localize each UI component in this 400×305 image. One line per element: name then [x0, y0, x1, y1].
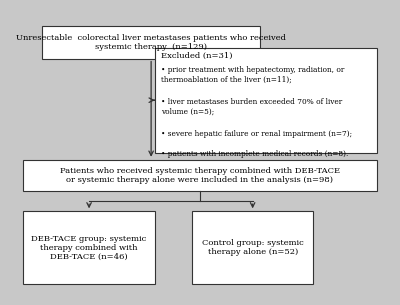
Text: • prior treatment with hepatectomy, radiation, or
thermoablation of the liver (n: • prior treatment with hepatectomy, radi… — [160, 66, 344, 84]
Text: • severe hepatic failure or renal impairment (n=7);: • severe hepatic failure or renal impair… — [160, 130, 352, 138]
Text: Unresectable  colorectal liver metastases patients who received
systemic therapy: Unresectable colorectal liver metastases… — [16, 34, 286, 51]
Bar — [23, 211, 155, 284]
Text: DEB-TACE group: systemic
therapy combined with
DEB-TACE (n=46): DEB-TACE group: systemic therapy combine… — [32, 235, 147, 261]
Text: • liver metastases burden exceeded 70% of liver
volume (n=5);: • liver metastases burden exceeded 70% o… — [160, 98, 342, 115]
Text: Patients who received systemic therapy combined with DEB-TACE
or systemic therap: Patients who received systemic therapy c… — [60, 167, 340, 184]
Text: • patients with incomplete medical records (n=8).: • patients with incomplete medical recor… — [160, 150, 348, 158]
Bar — [23, 160, 377, 191]
Bar — [155, 48, 377, 152]
Bar — [42, 26, 260, 59]
Bar — [192, 211, 313, 284]
Text: Control group: systemic
therapy alone (n=52): Control group: systemic therapy alone (n… — [202, 239, 304, 257]
Text: Excluded (n=31): Excluded (n=31) — [160, 52, 232, 60]
